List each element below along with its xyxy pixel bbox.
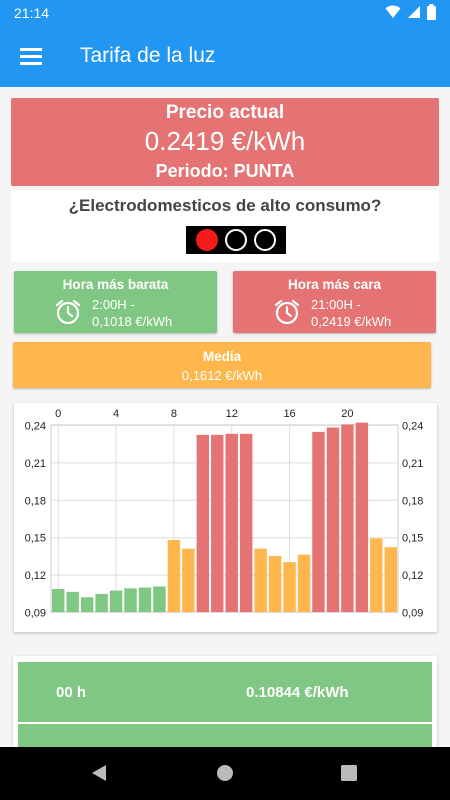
- priciest-hour-price: 0,2419 €/kWh: [311, 314, 392, 329]
- priciest-hour-time: 21:00H -: [311, 297, 361, 312]
- y-tick-label-left: 0,15: [25, 533, 46, 545]
- price-bar-hour-0[interactable]: [52, 589, 65, 612]
- average-value: 0,1612 €/kWh: [181, 368, 263, 383]
- price-bar-hour-10[interactable]: [196, 434, 210, 612]
- back-icon[interactable]: [90, 764, 108, 782]
- price-bar-hour-16[interactable]: [283, 562, 296, 612]
- alarm-clock-icon: [55, 299, 81, 325]
- app-bar: Tarifa de la luz: [0, 26, 450, 87]
- hour-price: 0.10844 €/kWh: [246, 684, 349, 701]
- y-tick-label-right: 0,24: [402, 421, 423, 433]
- navigation-bar: [0, 747, 450, 800]
- current-price-card: Precio actual 0.2419 €/kWh Periodo: PUNT…: [11, 98, 439, 186]
- x-tick-label: 4: [113, 408, 119, 420]
- y-tick-label-left: 0,21: [25, 458, 46, 470]
- signal-icon: [408, 6, 420, 18]
- x-tick-label: 20: [341, 408, 353, 420]
- hour-list-item[interactable]: 00 h 0.10844 €/kWh: [18, 662, 432, 722]
- traffic-light-indicator: [186, 226, 286, 254]
- price-chart-card[interactable]: 0,09 0,09 0,12 0,12 0,15 0,15 0,18 0,18 0,21 0,21…: [14, 403, 437, 632]
- x-tick-label: 8: [171, 408, 177, 420]
- price-bar-hour-5[interactable]: [124, 588, 137, 612]
- appliance-question: ¿Electrodomesticos de alto consumo?: [68, 196, 382, 215]
- traffic-light-1: [196, 229, 218, 251]
- average-title: Media: [202, 349, 242, 364]
- price-bar-hour-18[interactable]: [312, 431, 325, 612]
- price-bar-hour-20[interactable]: [341, 424, 354, 612]
- price-bar-hour-17[interactable]: [297, 554, 311, 612]
- battery-icon: [427, 4, 436, 20]
- current-price-heading: Precio actual: [165, 102, 285, 123]
- y-tick-label-right: 0,18: [402, 495, 423, 507]
- current-price-value: 0.2419 €/kWh: [144, 126, 306, 156]
- hour-label: 00 h: [56, 684, 87, 701]
- x-tick-label: 16: [283, 408, 295, 420]
- y-tick-label-left: 0,12: [25, 570, 46, 582]
- current-period: Periodo: PUNTA: [155, 161, 295, 181]
- price-bar-hour-13[interactable]: [239, 433, 253, 612]
- hour-list[interactable]: 00 h 0.10844 €/kWh: [13, 656, 437, 764]
- cheapest-hour-card: Hora más barata 2:00H - 0,1018 €/kWh: [14, 271, 217, 333]
- x-tick-label: 12: [226, 408, 238, 420]
- y-tick-label-left: 0,09: [25, 608, 46, 620]
- y-tick-label-right: 0,09: [402, 608, 423, 620]
- alarm-clock-icon: [274, 299, 300, 325]
- y-tick-label-right: 0,15: [402, 533, 423, 545]
- y-tick-label-right: 0,12: [402, 570, 423, 582]
- price-bar-hour-22[interactable]: [370, 538, 383, 612]
- price-bar-hour-2[interactable]: [80, 597, 94, 612]
- y-tick-label-left: 0,18: [25, 495, 46, 507]
- status-bar: 21:14: [0, 0, 450, 26]
- price-bar-hour-15[interactable]: [268, 555, 282, 612]
- status-icons: [385, 4, 436, 20]
- price-bar-hour-3[interactable]: [95, 593, 108, 612]
- price-bar-hour-9[interactable]: [182, 548, 195, 612]
- cheapest-hour-price: 0,1018 €/kWh: [92, 314, 173, 329]
- app-title: Tarifa de la luz: [80, 44, 216, 67]
- hourly-price-chart[interactable]: 0,09 0,09 0,12 0,12 0,15 0,15 0,18 0,18 0,21 0,21…: [14, 403, 437, 632]
- price-bar-hour-7[interactable]: [153, 586, 166, 612]
- price-bar-hour-8[interactable]: [167, 539, 181, 612]
- menu-icon[interactable]: [20, 48, 42, 65]
- recent-apps-icon[interactable]: [340, 764, 358, 782]
- y-tick-label-left: 0,24: [25, 421, 46, 433]
- x-tick-label: 0: [55, 408, 61, 420]
- price-bar-hour-21[interactable]: [355, 422, 369, 612]
- cheapest-hour-time: 2:00H -: [92, 297, 135, 312]
- average-price-card: Media 0,1612 €/kWh: [13, 342, 431, 388]
- price-bar-hour-11[interactable]: [211, 434, 224, 612]
- price-bar-hour-6[interactable]: [138, 587, 152, 612]
- y-tick-label-right: 0,21: [402, 458, 423, 470]
- priciest-hour-title: Hora más cara: [287, 277, 382, 292]
- cheapest-hour-title: Hora más barata: [62, 277, 169, 292]
- appliance-card: ¿Electrodomesticos de alto consumo?: [11, 190, 439, 262]
- home-icon[interactable]: [216, 764, 234, 782]
- price-bar-hour-23[interactable]: [384, 547, 397, 612]
- price-bar-hour-19[interactable]: [326, 427, 340, 612]
- priciest-hour-card: Hora más cara 21:00H - 0,2419 €/kWh: [233, 271, 436, 333]
- price-bar-hour-4[interactable]: [109, 590, 123, 612]
- traffic-light-3: [254, 229, 276, 251]
- price-bar-hour-12[interactable]: [225, 433, 238, 612]
- price-bar-hour-1[interactable]: [66, 591, 79, 612]
- status-time: 21:14: [14, 5, 50, 21]
- price-bar-hour-14[interactable]: [254, 548, 267, 612]
- traffic-light-2: [225, 229, 247, 251]
- wifi-icon: [385, 5, 401, 18]
